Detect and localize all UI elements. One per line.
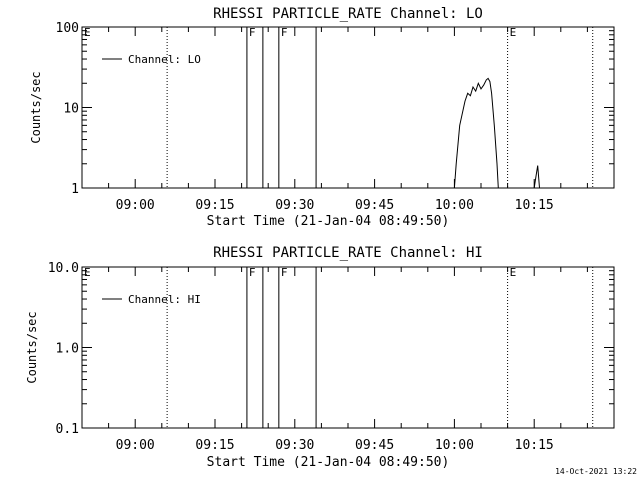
chart-title: RHESSI PARTICLE_RATE Channel: LO	[213, 6, 483, 22]
x-tick-label: 09:00	[116, 198, 155, 213]
eclipse-marker-label: E	[84, 26, 91, 39]
flag-marker-label: F	[281, 266, 288, 279]
chart-panel-1: RHESSI PARTICLE_RATE Channel: LO 1 10 100 09…	[29, 6, 615, 229]
series-line-1	[453, 77, 499, 189]
flag-marker-label: F	[249, 26, 256, 39]
y-axis-label: Counts/sec	[25, 311, 39, 383]
x-tick-label: 09:15	[195, 438, 234, 453]
eclipse-marker-label: E	[510, 266, 517, 279]
x-tick-label: 10:00	[435, 198, 474, 213]
series-line-2	[533, 165, 540, 189]
x-tick-label: 09:00	[116, 438, 155, 453]
x-tick-label: 10:15	[515, 198, 554, 213]
x-axis-label: Start Time (21-Jan-04 08:49:50)	[207, 455, 450, 470]
flag-marker-label: F	[281, 26, 288, 39]
x-axis-label: Start Time (21-Jan-04 08:49:50)	[207, 214, 450, 229]
x-tick-label: 10:00	[435, 438, 474, 453]
eclipse-marker-label: E	[84, 266, 91, 279]
x-tick-label: 09:45	[355, 198, 394, 213]
legend-label: Channel: LO	[128, 53, 201, 66]
chart-panel-2: RHESSI PARTICLE_RATE Channel: HI 0.1 1.0 10…	[25, 245, 615, 470]
x-tick-label: 10:15	[515, 438, 554, 453]
y-tick-label: 0.1	[56, 422, 79, 437]
y-tick-label: 10	[63, 102, 79, 117]
chart-title: RHESSI PARTICLE_RATE Channel: HI	[213, 245, 483, 261]
y-tick-label: 1	[71, 182, 79, 197]
y-tick-label: 10.0	[48, 261, 79, 276]
x-tick-label: 09:30	[275, 198, 314, 213]
legend-label: Channel: HI	[128, 293, 201, 306]
x-tick-label: 09:45	[355, 438, 394, 453]
timestamp: 14-Oct-2021 13:22	[555, 467, 637, 476]
y-axis-label: Counts/sec	[29, 71, 43, 143]
x-tick-label: 09:15	[195, 198, 234, 213]
x-tick-label: 09:30	[275, 438, 314, 453]
flag-marker-label: F	[249, 266, 256, 279]
y-tick-label: 100	[56, 21, 79, 36]
y-tick-label: 1.0	[56, 342, 79, 357]
eclipse-marker-label: E	[510, 26, 517, 39]
